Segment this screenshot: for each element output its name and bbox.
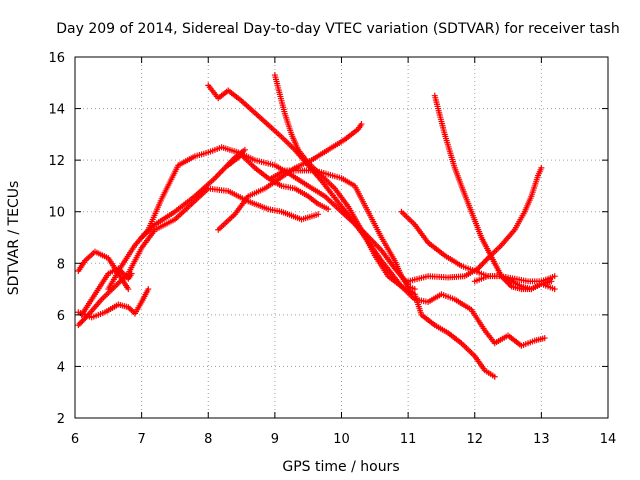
y-axis-label: SDTVAR / TECUs xyxy=(6,181,22,296)
y-tick-label: 8 xyxy=(57,257,65,272)
data-point-marker xyxy=(538,164,545,171)
y-tick-label: 4 xyxy=(57,360,65,375)
y-tick-label: 10 xyxy=(48,206,65,221)
series-line xyxy=(207,84,545,347)
data-point-marker xyxy=(491,373,498,380)
series-arc-12 xyxy=(398,208,558,285)
data-point-marker xyxy=(411,286,418,293)
x-tick-label: 9 xyxy=(271,432,279,447)
x-tick-label: 12 xyxy=(466,432,483,447)
series-line xyxy=(274,74,496,378)
x-tick-label: 13 xyxy=(533,432,550,447)
series-layer xyxy=(75,72,558,380)
data-point-marker xyxy=(551,273,558,280)
grid xyxy=(75,57,608,418)
data-point-marker xyxy=(548,278,555,285)
data-point-marker xyxy=(128,270,135,277)
x-tick-label: 10 xyxy=(333,432,350,447)
x-tick-label: 14 xyxy=(600,432,617,447)
x-tick-label: 8 xyxy=(204,432,212,447)
data-point-marker xyxy=(358,121,365,128)
data-point-marker xyxy=(125,286,132,293)
series-arc-2 xyxy=(75,185,322,329)
series-arc-11 xyxy=(268,167,418,293)
data-point-marker xyxy=(145,286,152,293)
data-point-marker xyxy=(551,286,558,293)
series-arc-10 xyxy=(225,151,332,213)
y-tick-label: 12 xyxy=(48,154,65,169)
y-tick-label: 2 xyxy=(57,412,65,427)
x-axis-label: GPS time / hours xyxy=(282,459,399,475)
x-tick-label: 7 xyxy=(137,432,145,447)
x-tick-label: 6 xyxy=(71,432,79,447)
ticks: 6 7 8 9 10 11 12 13 14 2 4 6 8 10 12 14 16 xyxy=(48,51,616,447)
data-point-marker xyxy=(541,335,548,342)
y-tick-label: 14 xyxy=(48,103,65,118)
data-point-marker xyxy=(325,206,332,213)
data-point-marker xyxy=(241,146,248,153)
series-arc-14 xyxy=(405,164,545,285)
y-tick-label: 16 xyxy=(48,51,65,66)
chart-title: Day 209 of 2014, Sidereal Day-to-day VTE… xyxy=(56,21,619,37)
series-arc-7 xyxy=(205,82,548,349)
data-point-marker xyxy=(315,211,322,218)
series-arc-9 xyxy=(215,121,365,233)
series-arc-15 xyxy=(471,273,555,293)
series-arc-5 xyxy=(105,144,412,293)
y-tick-label: 6 xyxy=(57,309,65,324)
x-tick-label: 11 xyxy=(400,432,417,447)
series-arc-8 xyxy=(271,72,498,380)
series-arc-1 xyxy=(75,286,152,321)
series-arc-13 xyxy=(431,92,558,293)
